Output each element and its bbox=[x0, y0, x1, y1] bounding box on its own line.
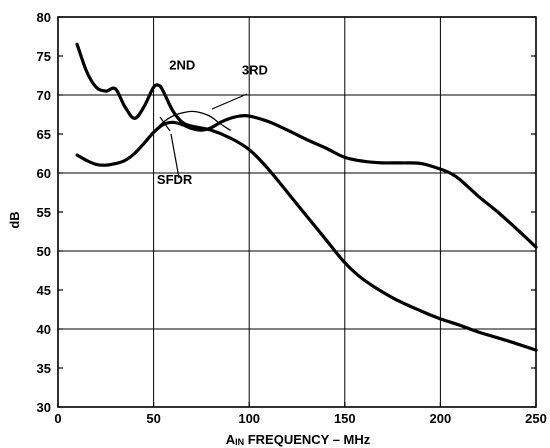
y-tick-label: 80 bbox=[37, 10, 51, 25]
annotation-layer: 2ND 3RD SFDR bbox=[157, 57, 268, 187]
y-tick-label: 75 bbox=[37, 49, 51, 64]
x-axis-title: AIN FREQUENCY – MHz bbox=[226, 432, 371, 447]
y-tick-label: 55 bbox=[37, 205, 51, 220]
x-tick-label: 250 bbox=[525, 411, 547, 426]
y-tick-label: 35 bbox=[37, 361, 51, 376]
y-tick-label: 30 bbox=[37, 400, 51, 415]
x-tick-label: 50 bbox=[146, 411, 160, 426]
leader-2nd bbox=[159, 116, 171, 132]
leader-3rd bbox=[211, 93, 248, 110]
grid-layer bbox=[57, 16, 537, 408]
x-tick-label: 150 bbox=[334, 411, 356, 426]
series-line-2nd bbox=[75, 42, 538, 352]
x-axis-title-rest: FREQUENCY – MHz bbox=[244, 432, 371, 447]
annotation-2nd: 2ND bbox=[169, 57, 195, 72]
annotation-sfdr: SFDR bbox=[157, 172, 193, 187]
plot-frame bbox=[57, 16, 537, 408]
y-tick-label: 65 bbox=[37, 127, 51, 142]
x-tick-label: 0 bbox=[54, 411, 61, 426]
y-tick-label: 40 bbox=[37, 322, 51, 337]
x-axis-title-prefix: A bbox=[226, 432, 236, 447]
leader-sfdr bbox=[170, 133, 180, 179]
y-tick-label: 60 bbox=[37, 166, 51, 181]
x-axis-title-subscript: IN bbox=[235, 437, 244, 447]
y-axis-title: dB bbox=[7, 211, 22, 228]
annotation-3rd: 3RD bbox=[242, 63, 268, 78]
y-tick-label: 45 bbox=[37, 283, 51, 298]
x-tick-label: 100 bbox=[238, 411, 260, 426]
x-tick-label: 200 bbox=[430, 411, 452, 426]
series-line-sfdr bbox=[152, 110, 231, 133]
tick-layer: 30 35 40 45 50 55 60 65 70 75 80 0 50 100 150 200 250 bbox=[37, 10, 547, 426]
series-layer bbox=[75, 42, 538, 352]
series-line-3rd bbox=[75, 113, 538, 249]
y-tick-label: 50 bbox=[37, 244, 51, 259]
y-tick-label: 70 bbox=[37, 88, 51, 103]
